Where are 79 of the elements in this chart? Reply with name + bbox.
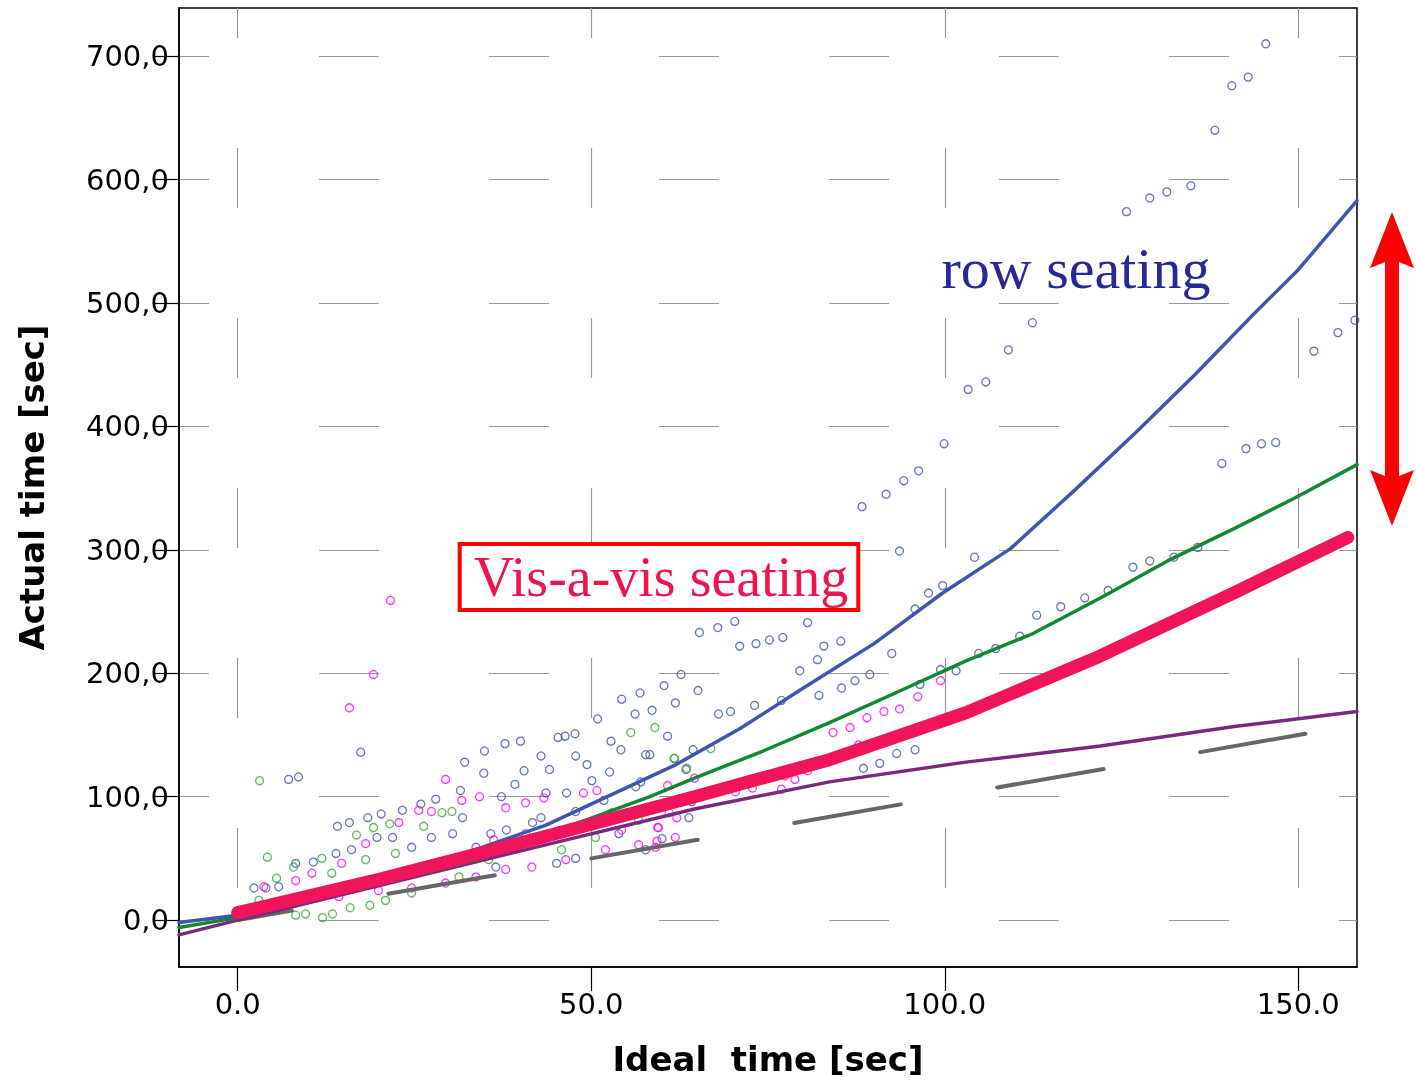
point xyxy=(776,784,787,794)
point xyxy=(447,806,457,817)
x-tick-label: 150.0 xyxy=(1256,986,1340,1021)
x-tick-label: 100.0 xyxy=(903,986,987,1021)
point xyxy=(790,774,800,785)
point xyxy=(307,868,317,878)
point xyxy=(501,864,511,875)
point xyxy=(501,803,511,813)
point xyxy=(879,706,889,717)
y-tick-label: 700,0 xyxy=(85,39,169,74)
point xyxy=(672,813,682,823)
annotation: Vis-a-vis seating xyxy=(473,546,849,608)
point xyxy=(394,817,404,828)
point xyxy=(380,895,391,905)
point xyxy=(689,773,700,783)
point xyxy=(437,808,447,818)
point xyxy=(390,848,401,859)
point xyxy=(862,713,872,723)
point xyxy=(317,912,328,923)
point xyxy=(592,785,602,796)
point xyxy=(385,595,396,606)
point xyxy=(327,868,337,878)
point xyxy=(368,822,379,833)
point xyxy=(291,875,301,886)
annotation: row seating xyxy=(941,235,1211,301)
point xyxy=(527,862,537,872)
point xyxy=(935,676,946,686)
point xyxy=(262,852,273,862)
y-tick-label: 600,0 xyxy=(85,162,169,197)
point xyxy=(351,830,362,840)
point xyxy=(520,798,531,808)
point xyxy=(539,793,549,803)
y-axis-title: Actual time [sec] xyxy=(12,324,52,651)
point xyxy=(300,909,311,919)
point xyxy=(650,842,661,852)
x-axis-title: Ideal time [sec] xyxy=(612,1039,924,1079)
point xyxy=(561,854,571,865)
point xyxy=(670,832,681,843)
point xyxy=(600,845,611,855)
point xyxy=(440,878,451,888)
y-tick-label: 100,0 xyxy=(85,779,169,814)
x-tick-label: 0.0 xyxy=(214,986,261,1021)
point xyxy=(419,821,429,831)
point xyxy=(578,788,589,798)
y-tick-label: 500,0 xyxy=(85,285,169,320)
point xyxy=(556,845,567,855)
x-tick-label: 50.0 xyxy=(558,986,624,1021)
y-tick-label: 0,0 xyxy=(122,903,169,938)
point xyxy=(385,819,395,829)
point xyxy=(474,792,485,802)
point xyxy=(254,775,265,786)
y-tick-label: 300,0 xyxy=(85,532,169,567)
point xyxy=(650,722,660,733)
point xyxy=(271,873,282,883)
point xyxy=(828,727,838,738)
y-tick-label: 200,0 xyxy=(85,656,169,691)
point xyxy=(327,909,338,919)
point xyxy=(345,903,355,913)
point xyxy=(291,910,301,920)
point xyxy=(336,858,347,868)
point xyxy=(652,836,662,846)
point xyxy=(440,774,451,785)
point xyxy=(344,703,355,713)
point xyxy=(368,669,379,680)
point xyxy=(626,727,636,738)
point xyxy=(365,900,375,910)
point xyxy=(361,838,371,849)
point xyxy=(471,872,481,882)
point xyxy=(317,853,327,864)
point xyxy=(894,704,905,714)
point xyxy=(633,840,644,850)
point xyxy=(426,806,437,817)
point xyxy=(288,862,299,872)
point xyxy=(361,854,371,865)
point xyxy=(913,692,923,702)
y-tick-label: 400,0 xyxy=(85,409,169,444)
point xyxy=(845,722,855,733)
point xyxy=(457,795,467,806)
point xyxy=(414,805,424,815)
